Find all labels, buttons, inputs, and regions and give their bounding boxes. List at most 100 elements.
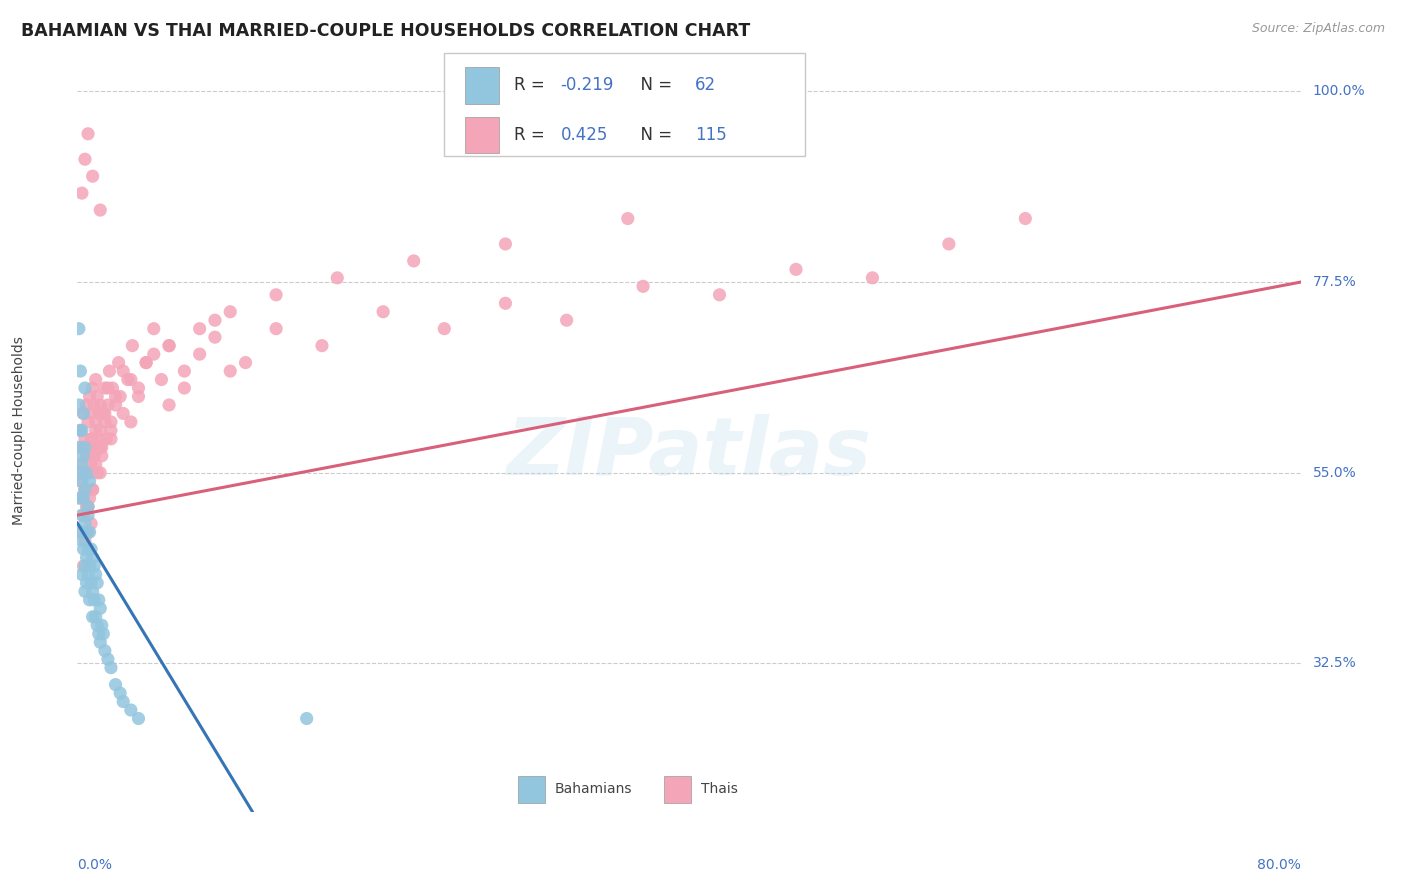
Point	[76, 398, 98, 412]
Point	[73, 381, 96, 395]
Text: R =: R =	[515, 77, 550, 95]
Point	[89, 466, 111, 480]
Point	[79, 389, 101, 403]
Point	[100, 424, 122, 438]
Point	[77, 541, 100, 557]
Point	[72, 491, 94, 505]
Point	[87, 406, 110, 420]
Point	[70, 508, 93, 523]
Point	[90, 449, 112, 463]
Point	[76, 449, 98, 463]
Text: Thais: Thais	[702, 782, 738, 797]
Point	[73, 483, 96, 497]
Point	[108, 389, 131, 403]
Text: 0.0%: 0.0%	[77, 858, 112, 872]
Point	[72, 406, 94, 420]
Point	[94, 415, 117, 429]
Point	[83, 558, 105, 574]
Point	[73, 152, 96, 166]
Point	[938, 236, 960, 252]
Point	[495, 296, 517, 310]
Point	[108, 686, 131, 700]
Point	[82, 169, 104, 184]
Point	[76, 524, 98, 539]
Point	[70, 524, 93, 539]
Point	[219, 304, 242, 318]
Point	[77, 524, 100, 539]
Point	[76, 550, 98, 565]
Point	[84, 415, 107, 429]
Point	[142, 322, 165, 336]
Point	[371, 304, 394, 318]
Point	[104, 678, 127, 692]
Point	[69, 466, 91, 480]
Point	[264, 322, 287, 336]
Point	[135, 355, 157, 369]
Point	[84, 424, 107, 438]
Point	[79, 592, 101, 607]
Point	[77, 415, 100, 429]
Point	[72, 508, 94, 523]
Point	[204, 330, 226, 344]
Point	[86, 389, 108, 403]
Point	[101, 381, 124, 395]
Point	[188, 322, 211, 336]
Point	[67, 398, 90, 412]
Point	[87, 626, 110, 640]
Point	[235, 355, 257, 369]
Point	[127, 712, 149, 726]
Point	[112, 406, 135, 420]
Point	[142, 347, 165, 361]
Point	[495, 236, 517, 252]
Point	[73, 432, 96, 446]
Text: BAHAMIAN VS THAI MARRIED-COUPLE HOUSEHOLDS CORRELATION CHART: BAHAMIAN VS THAI MARRIED-COUPLE HOUSEHOL…	[21, 22, 751, 40]
Point	[73, 558, 96, 574]
Text: 32.5%: 32.5%	[1313, 657, 1357, 671]
Point	[87, 592, 110, 607]
Point	[84, 457, 107, 471]
Point	[69, 524, 91, 539]
Point	[83, 449, 105, 463]
Point	[77, 500, 100, 514]
Point	[617, 211, 640, 226]
Point	[433, 322, 456, 336]
Point	[91, 626, 114, 640]
FancyBboxPatch shape	[665, 776, 692, 803]
Point	[77, 567, 100, 582]
Point	[91, 406, 114, 420]
Text: 55.0%: 55.0%	[1313, 466, 1357, 480]
Point	[84, 373, 107, 387]
FancyBboxPatch shape	[465, 117, 499, 153]
Point	[188, 347, 211, 361]
Point	[83, 398, 105, 412]
Point	[80, 406, 103, 420]
Text: 62: 62	[695, 77, 716, 95]
Point	[77, 508, 100, 523]
Point	[79, 441, 101, 455]
Point	[94, 381, 117, 395]
Point	[89, 441, 111, 455]
Point	[73, 441, 96, 455]
Point	[82, 432, 104, 446]
Point	[82, 381, 104, 395]
Text: Married-couple Households: Married-couple Households	[11, 336, 25, 524]
Point	[117, 373, 139, 387]
Point	[96, 432, 118, 446]
Point	[76, 500, 98, 514]
Point	[70, 186, 93, 200]
Point	[84, 567, 107, 582]
Point	[90, 441, 112, 455]
Point	[70, 567, 93, 582]
Point	[72, 449, 94, 463]
Point	[70, 457, 93, 471]
Point	[785, 262, 807, 277]
Text: 115: 115	[695, 126, 727, 144]
Point	[69, 424, 91, 438]
Point	[76, 466, 98, 480]
Text: -0.219: -0.219	[561, 77, 614, 95]
Point	[73, 584, 96, 599]
Point	[70, 441, 93, 455]
Text: Source: ZipAtlas.com: Source: ZipAtlas.com	[1251, 22, 1385, 36]
Point	[89, 635, 111, 649]
Point	[150, 373, 173, 387]
